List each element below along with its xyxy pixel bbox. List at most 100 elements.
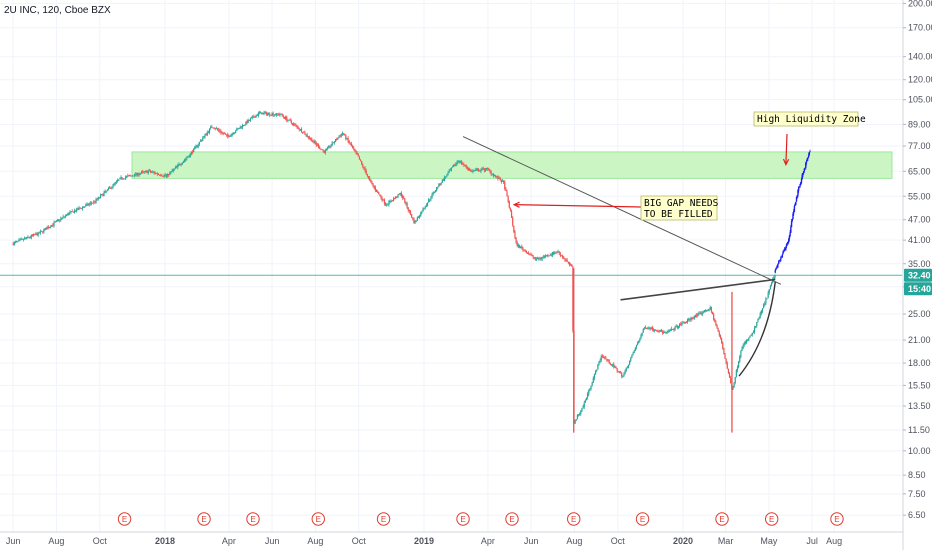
- earnings-circle: [197, 512, 211, 526]
- candle-body: [164, 174, 166, 176]
- candle-body: [725, 359, 727, 364]
- candle-body: [195, 145, 197, 147]
- annotation-text: TO BE FILLED: [644, 209, 713, 220]
- earnings-letter: E: [640, 515, 645, 524]
- candle-body: [240, 126, 242, 128]
- candle-body: [372, 183, 374, 187]
- x-tick-label: Aug: [48, 536, 64, 546]
- candle-body: [19, 239, 21, 241]
- candle-body: [123, 178, 126, 180]
- earnings-marker[interactable]: E: [635, 512, 650, 526]
- earnings-marker[interactable]: E: [376, 512, 391, 526]
- candle-body: [802, 173, 804, 176]
- candle-body: [489, 170, 491, 172]
- candle-body: [446, 175, 448, 177]
- candle-body: [766, 298, 768, 300]
- candle-body: [507, 196, 509, 202]
- candle-body: [438, 183, 440, 187]
- earnings-marker[interactable]: E: [505, 512, 519, 526]
- earnings-circle: [567, 512, 581, 526]
- price-tag-label: 32.40: [908, 270, 931, 280]
- candle-body: [173, 168, 175, 170]
- earnings-circle: [505, 512, 519, 526]
- price-axis[interactable]: 200.00 170.00 140.00 120.00 105.00 89.00 77.00…: [902, 0, 932, 550]
- candle-body: [46, 227, 48, 230]
- candle-body: [129, 175, 131, 176]
- candle-body: [405, 203, 407, 205]
- candle-body: [340, 134, 342, 137]
- candle-body: [181, 162, 183, 164]
- candle-body: [473, 170, 475, 172]
- earnings-marker[interactable]: E: [311, 512, 325, 526]
- candle-body: [638, 340, 640, 344]
- price-tag-label: 15:40: [908, 284, 931, 294]
- earnings-marker[interactable]: E: [715, 512, 729, 526]
- candle-body: [456, 162, 458, 164]
- annotation-zone[interactable]: High Liquidity Zone: [753, 111, 866, 166]
- support-curve[interactable]: [738, 281, 776, 377]
- candle-body: [539, 258, 541, 259]
- candle-body: [641, 332, 643, 336]
- candle-body: [152, 171, 154, 173]
- earnings-marker[interactable]: E: [830, 512, 844, 526]
- candle-body: [78, 207, 80, 210]
- trendline[interactable]: [462, 136, 782, 285]
- candle-body: [366, 174, 368, 177]
- candle-body: [548, 255, 550, 257]
- candle-body: [106, 189, 108, 191]
- grid: [0, 0, 902, 532]
- candle-body: [777, 264, 779, 266]
- candle-body: [232, 133, 235, 134]
- trendline[interactable]: [620, 278, 776, 301]
- candle-body: [672, 329, 674, 331]
- candle-body: [598, 361, 600, 365]
- candle-body: [34, 234, 36, 236]
- earnings-marker[interactable]: E: [246, 512, 260, 526]
- earnings-letter: E: [769, 515, 774, 524]
- candle-body: [221, 132, 223, 134]
- candle-body: [574, 419, 576, 424]
- candle-body: [449, 170, 451, 171]
- candle-body: [344, 134, 346, 136]
- candle-body: [600, 356, 602, 361]
- candle-body: [475, 169, 477, 171]
- candle-body: [12, 243, 14, 245]
- candle-body: [794, 204, 796, 206]
- x-tick-label: 2018: [155, 536, 175, 546]
- earnings-marker[interactable]: E: [567, 512, 581, 526]
- earnings-marker[interactable]: E: [456, 512, 470, 526]
- candle-body: [671, 328, 673, 330]
- candle-body: [254, 117, 256, 118]
- time-axis[interactable]: Jun Aug Oct 2018 Apr Jun Aug Oct 2019 Apr Jun Aug Oc…: [0, 531, 903, 546]
- candle-body: [256, 115, 258, 116]
- earnings-marker[interactable]: E: [764, 512, 779, 526]
- candle-body: [26, 236, 28, 239]
- candle-body: [387, 204, 389, 206]
- candle-body: [575, 419, 577, 421]
- y-tick-label: 10.00: [908, 446, 931, 456]
- candle-body: [636, 342, 639, 346]
- candle-body: [570, 264, 572, 266]
- candle-body: [235, 131, 237, 133]
- candle-body: [764, 303, 766, 305]
- candle-body: [395, 196, 397, 199]
- candle-body: [121, 177, 123, 179]
- candle-body: [212, 127, 214, 129]
- earnings-circle: [635, 512, 650, 526]
- candle-body: [658, 331, 660, 332]
- candle-body: [617, 371, 619, 373]
- candle-body: [627, 364, 630, 368]
- candle-body: [166, 173, 169, 176]
- y-tick-label: 35.00: [908, 259, 931, 269]
- candle-body: [101, 194, 103, 195]
- candle-body: [791, 219, 793, 221]
- candle-body: [655, 330, 657, 331]
- candle-body: [161, 175, 163, 177]
- candle-body: [756, 321, 758, 327]
- earnings-marker[interactable]: E: [197, 512, 211, 526]
- earnings-letter: E: [316, 515, 321, 524]
- earnings-marker[interactable]: E: [117, 512, 132, 526]
